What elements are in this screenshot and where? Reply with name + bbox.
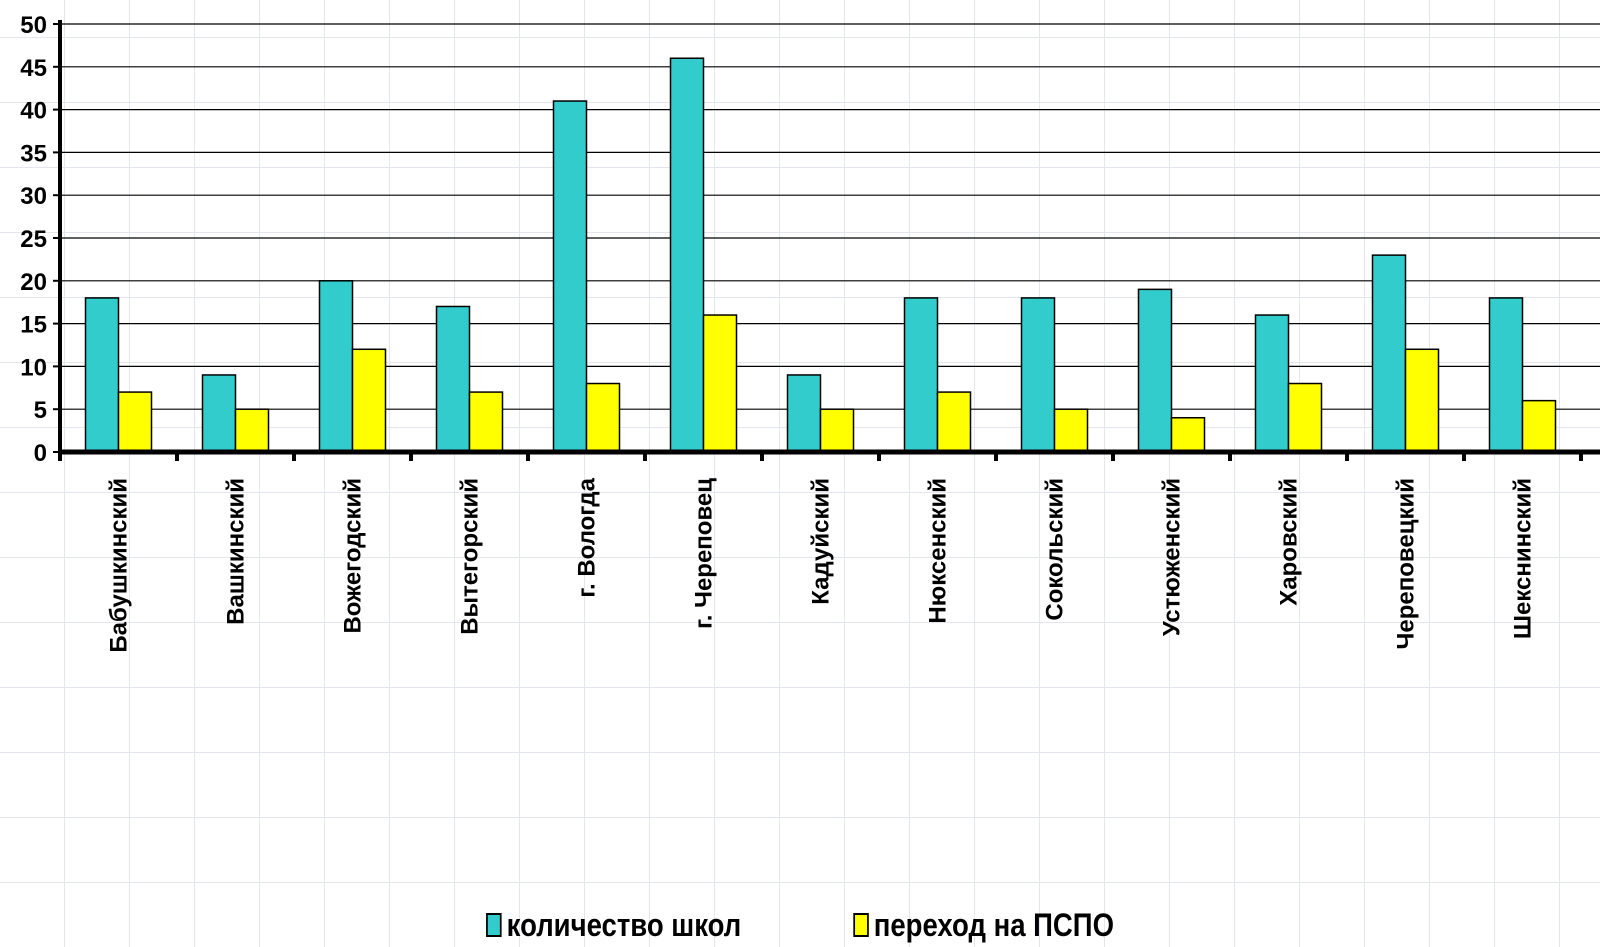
x-label-9: Устюженский — [1159, 478, 1186, 636]
y-tick-label-15: 15 — [20, 312, 47, 339]
bar-schools-4 — [552, 100, 588, 453]
bar-chart: 0 5 10 15 20 25 30 35 40 45 50 Бабушкинский Вашкинс… — [20, 12, 1600, 653]
y-tick-label-10: 10 — [20, 354, 47, 381]
bar-pspo-5 — [702, 314, 738, 453]
legend-label-pspo: переход на ПСПО — [873, 906, 1114, 943]
x-label-5: г. Череповец — [691, 478, 718, 629]
bar-pspo-7 — [936, 391, 972, 453]
bar-pspo-10 — [1287, 382, 1323, 453]
bar-pspo-1 — [234, 408, 270, 453]
bar-schools-5 — [669, 57, 705, 453]
y-tick-label-25: 25 — [20, 226, 47, 253]
x-label-7: Нюксенский — [925, 478, 952, 624]
x-category-labels: Бабушкинский Вашкинский Вожегодский Вытегор… — [106, 477, 1537, 652]
x-label-10: Харовский — [1276, 478, 1303, 606]
axes — [53, 20, 1600, 461]
y-tick-label-0: 0 — [34, 440, 47, 467]
legend-swatch-schools — [486, 913, 502, 937]
y-tick-label-5: 5 — [34, 397, 47, 424]
bar-schools-8 — [1020, 297, 1056, 453]
y-tick-label-30: 30 — [20, 183, 47, 210]
bar-schools-11 — [1371, 254, 1407, 453]
x-label-6: Кадуйский — [808, 478, 835, 605]
bar-schools-1 — [201, 374, 237, 453]
bar-pspo-11 — [1404, 348, 1440, 453]
bar-pspo-2 — [351, 348, 387, 453]
legend-item-pspo: переход на ПСПО — [853, 907, 1114, 944]
x-label-3: Вытегорский — [457, 478, 484, 635]
y-tick-label-45: 45 — [20, 55, 47, 82]
x-label-11: Череповецкий — [1393, 478, 1420, 649]
bar-schools-12 — [1488, 297, 1524, 453]
x-label-1: Вашкинский — [223, 478, 250, 625]
bar-schools-2 — [318, 280, 354, 453]
bar-schools-6 — [786, 374, 822, 453]
bar-schools-0 — [84, 297, 120, 453]
legend-swatch-pspo — [853, 913, 869, 937]
gridlines — [60, 23, 1600, 410]
y-tick-label-20: 20 — [20, 269, 47, 296]
y-tick-label-40: 40 — [20, 98, 47, 125]
legend-item-schools: количество школ — [486, 907, 741, 944]
x-label-12: Шекснинский — [1510, 478, 1537, 639]
y-tick-label-50: 50 — [20, 12, 47, 39]
bar-pspo-6 — [819, 408, 855, 453]
bar-pspo-4 — [585, 382, 621, 453]
bar-schools-10 — [1254, 314, 1290, 453]
bar-pspo-9 — [1170, 417, 1206, 453]
bar-pspo-12 — [1521, 399, 1557, 453]
bar-pspo-8 — [1053, 408, 1089, 453]
bar-schools-7 — [903, 297, 939, 453]
x-label-0: Бабушкинский — [106, 478, 133, 653]
bar-pspo-3 — [468, 391, 504, 453]
x-label-2: Вожегодский — [340, 478, 367, 634]
legend-label-schools: количество школ — [506, 906, 742, 943]
legend: количество школ переход на ПСПО — [112, 903, 1488, 947]
x-label-8: Сокольский — [1042, 478, 1069, 621]
bars — [84, 57, 1557, 453]
bar-schools-3 — [435, 305, 471, 453]
bar-pspo-0 — [117, 391, 153, 453]
y-tick-label-35: 35 — [20, 140, 47, 167]
x-label-4: г. Вологда — [574, 477, 601, 597]
y-tick-labels: 0 5 10 15 20 25 30 35 40 45 50 — [20, 12, 47, 467]
bar-schools-9 — [1137, 288, 1173, 453]
